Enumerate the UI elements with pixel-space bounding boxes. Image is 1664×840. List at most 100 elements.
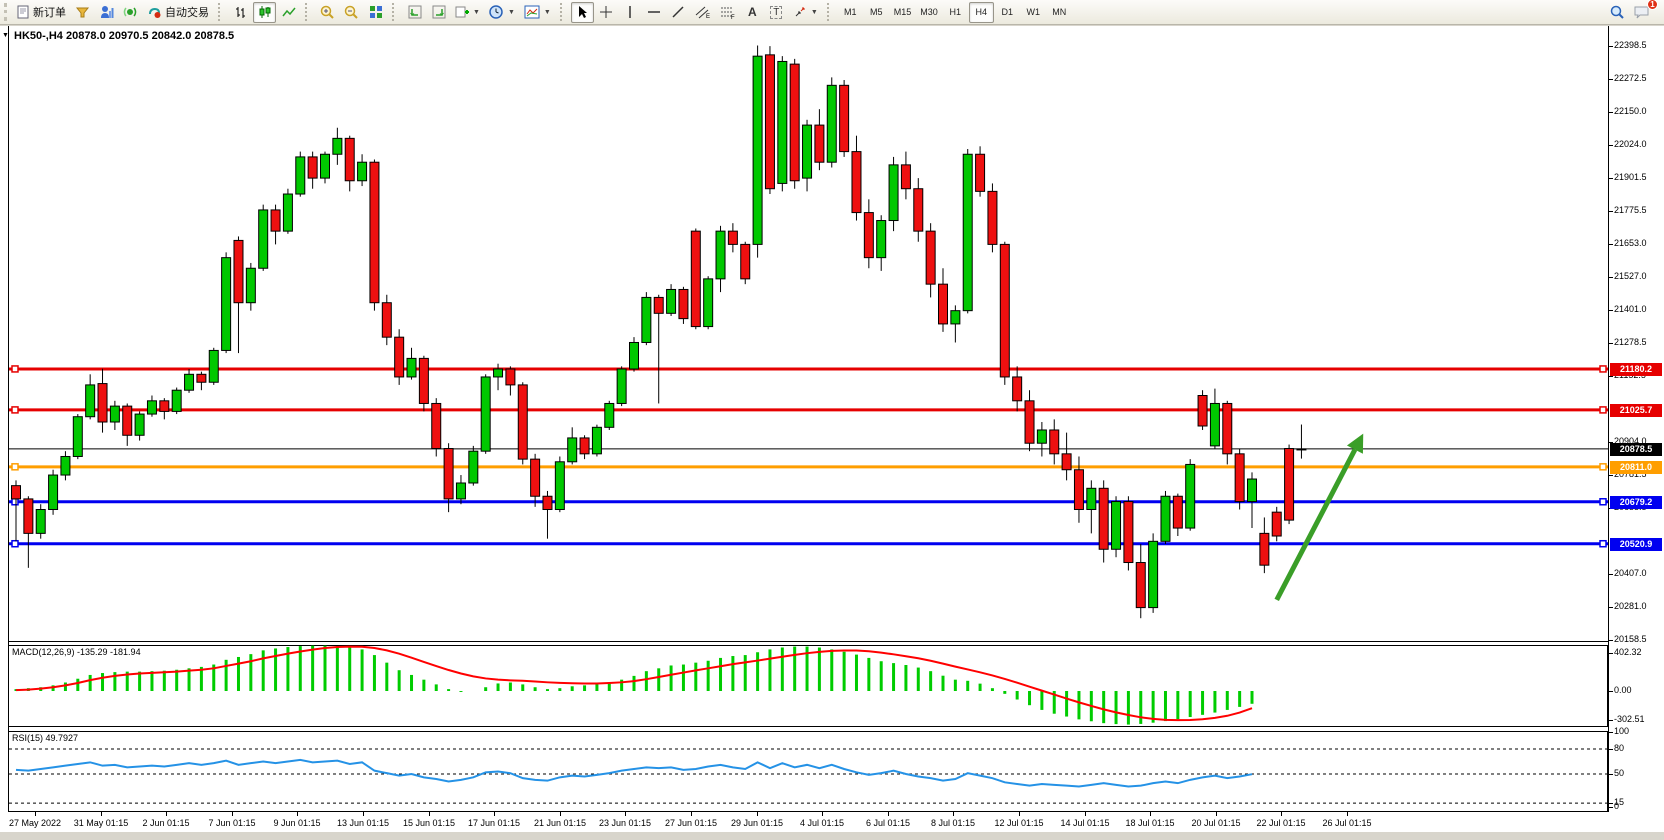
level-line-handle[interactable] [11,463,19,471]
vertical-line-tool-button[interactable] [619,2,642,23]
macd-tick-label: -302.51 [1614,714,1645,724]
bearish-candle [740,243,751,280]
price-level-tag[interactable]: 20679.2 [1610,495,1662,509]
chart-plot-overlay[interactable] [0,26,1664,832]
bearish-candle [814,124,825,163]
axis-tick [1608,79,1613,80]
add-indicator-button[interactable]: ▼ [451,2,484,23]
indicator-window-right-button[interactable] [427,2,450,23]
tab-timeframe-m30[interactable]: M30 [920,7,938,17]
chart-profile-button[interactable] [71,2,94,23]
price-level-tag[interactable]: 20811.0 [1610,460,1662,474]
zoom-out-button[interactable] [340,2,363,23]
tab-timeframe-mn[interactable]: MN [1052,7,1067,17]
new-order-button[interactable]: 新订单 [13,2,70,23]
trend-arrow-line[interactable] [1274,448,1358,602]
toolbar-grip[interactable] [4,3,9,21]
time-axis-tick [429,812,430,816]
template-button[interactable]: ▼ [520,2,555,23]
crosshair-tool-button[interactable] [595,2,618,23]
indicator-window-button[interactable] [403,2,426,23]
chart-window[interactable]: ▼ HK50-,H4 20878.0 20970.5 20842.0 20878… [0,26,1664,832]
trendline-tool-button[interactable] [667,2,690,23]
svg-text:F: F [731,15,735,19]
bearish-candle [270,209,281,232]
price-level-tag[interactable]: 20520.9 [1610,537,1662,551]
main-pane-bottom-border[interactable] [8,641,1608,642]
bearish-candle [542,495,553,511]
shapes-tool-button[interactable]: ▼ [789,2,822,23]
axis-tick [1608,803,1613,804]
crosshair-icon [600,6,613,18]
tab-timeframe-w1[interactable]: W1 [1026,7,1041,17]
level-line-handle[interactable] [1599,498,1607,506]
bullish-candle [245,267,256,304]
chart-title-caret-icon[interactable]: ▼ [2,32,9,39]
label-tool-button[interactable]: T [765,2,788,23]
price-tick-label: 20904.0 [1614,436,1647,446]
tile-windows-button[interactable] [364,2,387,23]
trend-arrow-head[interactable] [1346,433,1364,454]
cursor-icon [578,6,587,18]
price-level-tag[interactable]: 21025.7 [1610,403,1662,417]
bar-chart-button[interactable] [229,2,252,23]
axis-tick [1608,749,1613,750]
price-level-tag[interactable]: 21180.2 [1610,362,1662,376]
svg-text:E: E [706,14,710,19]
level-line-handle[interactable] [1599,365,1607,373]
price-level-tag[interactable]: 20878.5 [1610,442,1662,456]
bearish-candle [1061,453,1072,471]
autotrading-button[interactable]: 自动交易 [143,2,213,23]
bullish-candle [666,288,677,314]
time-axis-label: 17 Jun 01:15 [467,818,521,828]
candlesticks-layer[interactable] [11,45,1307,619]
tab-timeframe-m1[interactable]: M1 [843,7,857,17]
level-line-handle[interactable] [11,406,19,414]
axis-tick [1608,720,1613,721]
bearish-candle [975,153,986,192]
horizontal-line-tool-button[interactable] [643,2,666,23]
axis-tick [1608,277,1613,278]
level-line-handle[interactable] [1599,539,1607,548]
bullish-candle [962,153,973,312]
search-button[interactable] [1606,2,1629,23]
chart-title: HK50-,H4 20878.0 20970.5 20842.0 20878.5 [14,30,235,42]
price-tick-label: 21401.0 [1614,304,1647,314]
navigator-button[interactable] [119,2,142,23]
price-tick-label: 22024.0 [1614,139,1647,149]
market-watch-button[interactable] [95,2,118,23]
fibonacci-tool-button[interactable]: F [716,2,740,23]
channel-tool-button[interactable]: E [691,2,715,23]
tab-timeframe-m15[interactable]: M15 [893,7,912,17]
tab-timeframe-m5[interactable]: M5 [869,7,883,17]
bearish-candle [690,230,701,328]
price-tick-label: 21775.5 [1614,205,1647,215]
time-axis-tick [1019,812,1020,816]
zoom-in-button[interactable] [316,2,339,23]
price-tick-label: 20781.5 [1614,469,1647,479]
rsi-tick-label: 100 [1614,726,1630,736]
level-line-handle[interactable] [11,365,19,373]
bearish-candle [1073,469,1084,511]
axis-tick [1608,691,1613,692]
line-chart-button[interactable] [277,2,300,23]
text-tool-button[interactable]: A [741,2,764,23]
level-line-handle[interactable] [1599,463,1607,471]
bullish-candle [777,60,788,184]
tab-timeframe-h1[interactable]: H1 [949,7,962,17]
cursor-tool-button[interactable] [570,1,594,23]
bullish-candle [554,461,565,511]
bearish-candle [764,54,775,190]
rsi-pane[interactable] [8,731,1608,812]
bearish-candle [1197,395,1208,427]
tab-timeframe-h4[interactable]: H4 [968,1,994,23]
level-line-handle[interactable] [1599,406,1607,414]
bullish-candle [826,84,837,163]
tab-timeframe-d1[interactable]: D1 [1001,7,1014,17]
price-axis[interactable] [1608,26,1609,812]
candlestick-chart-button[interactable] [253,1,276,23]
notifications-button[interactable]: 1 [1630,0,1658,23]
level-line-handle[interactable] [11,498,19,506]
timeframe-clock-button[interactable]: ▼ [485,2,519,23]
level-line-handle[interactable] [11,539,19,548]
